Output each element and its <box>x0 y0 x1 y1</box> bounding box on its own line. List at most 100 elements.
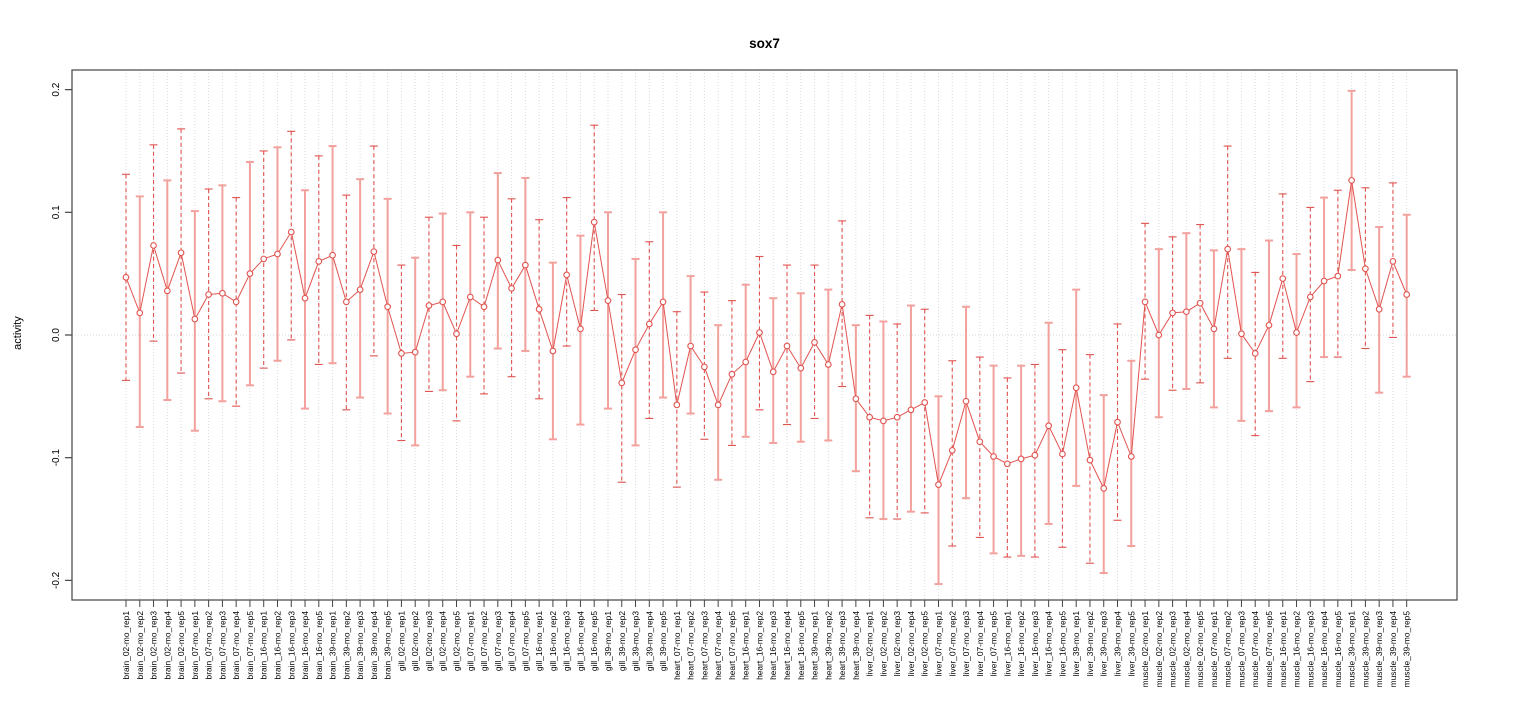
data-point <box>356 286 364 293</box>
data-points <box>122 177 1411 492</box>
data-point <box>232 298 240 306</box>
x-tick-label: brain_16-mo_rep2 <box>272 611 282 680</box>
data-point <box>1155 331 1163 339</box>
error-bar <box>920 308 929 514</box>
y-tick-label: 0.1 <box>51 205 62 219</box>
data-point <box>301 294 309 302</box>
x-tick-label: brain_07-mo_rep1 <box>190 611 200 680</box>
data-point <box>866 413 873 421</box>
data-point <box>1196 299 1204 307</box>
data-point <box>260 255 268 263</box>
y-tick-label: -0.1 <box>51 449 62 467</box>
x-tick-label: brain_07-mo_rep5 <box>245 611 255 680</box>
x-tick-label: brain_02-mo_rep3 <box>149 611 159 680</box>
error-bar <box>1099 394 1108 575</box>
data-point <box>1100 485 1108 492</box>
x-tick-label: brain_39-mo_rep5 <box>383 611 393 680</box>
x-tick-label: gill_16-mo_rep2 <box>548 611 558 671</box>
data-point <box>1238 330 1245 338</box>
data-point <box>315 258 323 265</box>
error-bar <box>893 323 902 520</box>
data-point <box>1127 453 1135 460</box>
x-tick-label: muscle_16-mo_rep3 <box>1305 611 1315 688</box>
x-tick-label: liver_16-mo_rep2 <box>1016 611 1026 677</box>
x-tick-label: gill_16-mo_rep5 <box>589 611 599 671</box>
x-tick-label: muscle_02-mo_rep2 <box>1154 611 1164 688</box>
x-tick-label: gill_02-mo_rep2 <box>410 611 420 671</box>
data-point <box>1141 298 1149 306</box>
data-point <box>205 291 212 298</box>
data-point <box>673 401 681 409</box>
data-point <box>342 298 350 306</box>
x-tick-label: brain_07-mo_rep4 <box>231 611 241 680</box>
error-bar <box>1278 193 1287 359</box>
data-point <box>150 242 157 249</box>
error-bar <box>755 255 764 411</box>
data-point <box>1224 245 1232 253</box>
x-tick-label: gill_02-mo_rep1 <box>396 611 406 671</box>
data-point <box>508 285 515 292</box>
y-tick-label: -0.2 <box>51 571 62 589</box>
x-tick-label: brain_07-mo_rep2 <box>204 611 214 680</box>
data-point <box>274 250 281 258</box>
error-bar <box>535 219 544 400</box>
x-tick-label: gill_07-mo_rep1 <box>465 611 475 671</box>
data-point <box>1003 460 1011 468</box>
x-tick-label: muscle_02-mo_rep3 <box>1168 611 1178 688</box>
data-point <box>329 251 336 259</box>
data-point <box>714 401 722 409</box>
x-tick-label: heart_07-mo_rep4 <box>713 611 723 680</box>
x-tick-label: gill_39-mo_rep4 <box>644 611 654 671</box>
x-tick-label: gill_39-mo_rep3 <box>631 611 641 671</box>
data-point <box>1017 455 1025 463</box>
y-tick-label: 0.2 <box>51 82 62 96</box>
data-point <box>1293 329 1300 336</box>
x-tick-label: heart_39-mo_rep4 <box>851 611 861 680</box>
x-tick-label: brain_16-mo_rep1 <box>259 611 269 680</box>
x-tick-label: gill_16-mo_rep1 <box>534 611 544 671</box>
error-bar <box>1320 196 1329 359</box>
x-tick-label: brain_02-mo_rep1 <box>121 611 131 680</box>
x-tick-label: brain_16-mo_rep5 <box>314 611 324 680</box>
error-bar <box>122 173 130 381</box>
error-bar <box>369 145 378 357</box>
data-point <box>384 303 391 311</box>
x-tick-label: heart_07-mo_rep1 <box>672 611 682 680</box>
x-tick-label: gill_07-mo_rep2 <box>479 611 489 671</box>
data-point <box>687 342 694 350</box>
x-tick-label: heart_39-mo_rep2 <box>823 611 833 680</box>
x-tick-label: heart_16-mo_rep2 <box>754 611 764 680</box>
data-point <box>191 315 199 323</box>
gridlines <box>72 70 1457 600</box>
error-bar <box>934 395 943 586</box>
x-tick-label: brain_39-mo_rep2 <box>341 611 351 680</box>
data-point <box>852 395 860 403</box>
data-point <box>701 363 708 371</box>
data-point <box>1169 309 1176 317</box>
x-tick-label: muscle_07-mo_rep5 <box>1264 611 1274 688</box>
data-point <box>219 289 226 297</box>
data-point <box>742 358 750 366</box>
x-tick-label: muscle_39-mo_rep5 <box>1402 611 1412 688</box>
x-tick-label: brain_16-mo_rep4 <box>300 611 310 680</box>
x-tick-label: heart_39-mo_rep1 <box>810 611 820 680</box>
x-tick-label: brain_39-mo_rep4 <box>369 611 379 680</box>
x-tick-label: muscle_16-mo_rep2 <box>1292 611 1302 688</box>
data-point <box>1375 305 1383 313</box>
data-point <box>618 379 626 387</box>
data-point <box>632 346 639 354</box>
error-bar <box>617 293 626 483</box>
x-tick-label: gill_39-mo_rep1 <box>603 611 613 671</box>
x-tick-label: brain_16-mo_rep3 <box>286 611 296 680</box>
x-tick-label: liver_02-mo_rep2 <box>878 611 888 677</box>
data-point <box>907 406 915 414</box>
data-point <box>411 348 419 356</box>
error-bar <box>562 197 571 347</box>
x-tick-label: muscle_39-mo_rep3 <box>1374 611 1384 688</box>
error-bar <box>838 220 847 388</box>
data-point <box>935 481 942 489</box>
data-point <box>659 298 667 306</box>
x-tick-label: muscle_16-mo_rep4 <box>1319 611 1329 688</box>
error-bar <box>1251 271 1260 437</box>
